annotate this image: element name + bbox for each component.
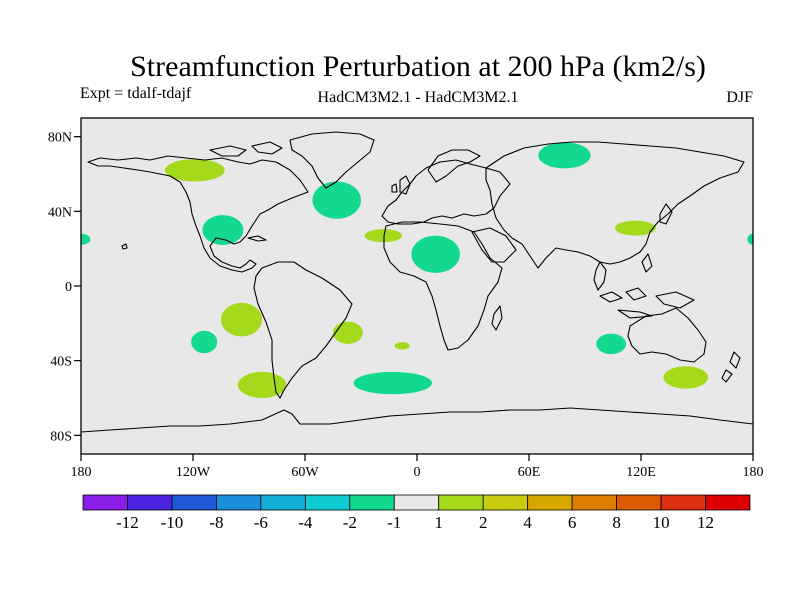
anomaly-neg-14 — [353, 371, 432, 395]
coastline-australia — [627, 307, 707, 363]
coastline-north-america — [87, 155, 309, 273]
coastline-arctic-islands — [209, 141, 283, 157]
colorbar-label: 8 — [612, 513, 621, 532]
coastline-hawaii — [121, 243, 128, 250]
colorbar-swatch — [660, 494, 706, 511]
anomaly-pos-16 — [663, 366, 709, 389]
coastline-indonesia — [599, 253, 695, 319]
chart-title: Streamfunction Perturbation at 200 hPa (… — [130, 50, 706, 83]
anomaly-neg-15 — [596, 333, 627, 355]
anomaly-layer — [81, 142, 753, 398]
coastline-new-zealand — [721, 351, 741, 383]
colorbar-label: -4 — [298, 513, 313, 532]
colorbar-label: -6 — [254, 513, 268, 532]
colorbar-label: 4 — [523, 513, 532, 532]
anomaly-neg-5 — [538, 142, 591, 169]
colorbar: -12 -10 -8 -6 -4 -2 -1 1 2 4 6 8 10 12 — [82, 494, 751, 532]
axis-layer: 180 120W 60W 0 60E 120E 180 80N 40N 0 40S 80S — [48, 131, 764, 480]
colorbar-label: 2 — [479, 513, 488, 532]
lat-tick-label: 40N — [48, 205, 72, 220]
colorbar-label: 10 — [653, 513, 670, 532]
lon-tick-label: 180 — [71, 465, 92, 480]
experiment-label: Expt = tdalf-tdajf — [80, 85, 192, 102]
anomaly-neg-4 — [411, 235, 460, 273]
anomaly-pos-3 — [364, 229, 403, 243]
colorbar-swatch — [482, 494, 529, 511]
lat-tick-label: 40S — [50, 355, 72, 370]
colorbar-swatch — [527, 494, 573, 511]
colorbar-label: 1 — [434, 513, 443, 532]
anomaly-pos-13 — [237, 371, 287, 398]
coastline-south-america — [253, 261, 353, 399]
lon-tick-label: 180 — [743, 465, 764, 480]
colorbar-swatch — [82, 494, 128, 511]
lon-tick-label: 0 — [414, 465, 421, 480]
colorbar-swatch — [260, 494, 306, 511]
lon-tick-label: 120W — [176, 465, 211, 480]
coastline-madagascar — [491, 305, 503, 331]
lat-tick-label: 80S — [50, 429, 72, 444]
coastline-antarctica — [80, 407, 754, 433]
map-panel: 180 120W 60W 0 60E 120E 180 80N 40N 0 40S 80S — [48, 117, 764, 480]
colorbar-swatch — [304, 494, 351, 511]
coastline-scandinavia — [427, 149, 481, 183]
coastline-japan — [659, 203, 673, 225]
colorbar-swatch — [127, 494, 173, 511]
anomaly-pos-0 — [165, 159, 225, 182]
coastlines — [80, 131, 754, 433]
coastline-greenland — [289, 131, 375, 189]
coastline-se-asia — [593, 261, 607, 291]
colorbar-swatch — [616, 494, 662, 511]
colorbar-swatch — [393, 494, 440, 511]
coastline-europe — [381, 159, 511, 225]
colorbar-label: -10 — [161, 513, 184, 532]
anomaly-neg-8 — [747, 233, 753, 245]
anomaly-neg-7 — [81, 233, 91, 245]
lat-tick-label: 0 — [65, 280, 72, 295]
colorbar-label: 12 — [697, 513, 714, 532]
coastline-arabia — [471, 227, 517, 263]
anomaly-neg-2 — [312, 181, 361, 219]
colorbar-swatch — [215, 494, 262, 511]
coastline-africa — [383, 221, 503, 351]
anomaly-pos-12 — [394, 342, 410, 350]
anomaly-neg-10 — [191, 330, 218, 354]
coastline-asia — [485, 141, 745, 269]
anomaly-pos-6 — [614, 220, 656, 236]
coastline-cuba — [247, 235, 267, 242]
anomaly-neg-1 — [202, 215, 244, 245]
colorbar-label: 6 — [568, 513, 577, 532]
colorbar-label: -12 — [116, 513, 139, 532]
lon-tick-label: 60E — [518, 465, 541, 480]
lon-tick-label: 60W — [291, 465, 319, 480]
anomaly-pos-9 — [221, 302, 263, 337]
season-label: DJF — [726, 89, 753, 106]
colorbar-swatch — [349, 494, 395, 511]
colorbar-label: -8 — [209, 513, 223, 532]
colorbar-swatch — [438, 494, 484, 511]
colorbar-swatch — [171, 494, 217, 511]
colorbar-label: -1 — [387, 513, 401, 532]
lat-tick-label: 80N — [48, 131, 72, 146]
colorbar-swatch — [705, 494, 751, 511]
anomaly-pos-11 — [333, 321, 363, 344]
model-label: HadCM3M2.1 - HadCM3M2.1 — [318, 89, 519, 106]
colorbar-label: -2 — [343, 513, 357, 532]
colorbar-swatch — [571, 494, 618, 511]
coastline-british-isles — [391, 175, 411, 195]
lon-tick-label: 120E — [626, 465, 656, 480]
